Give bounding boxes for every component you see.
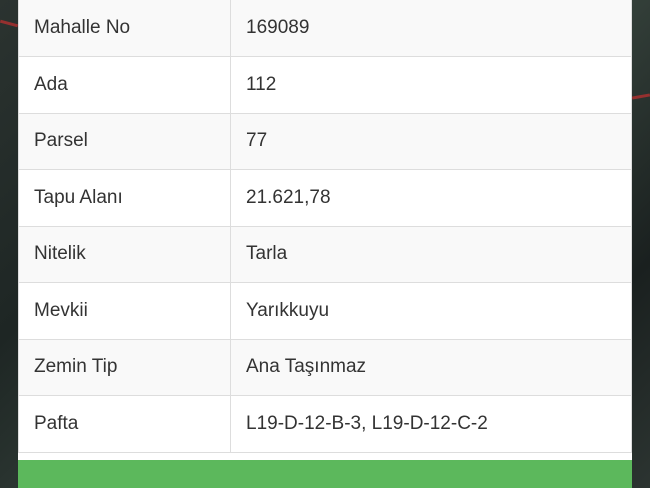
table-row: Pafta L19-D-12-B-3, L19-D-12-C-2 — [18, 395, 632, 453]
row-label: Mevkii — [18, 282, 231, 340]
row-label: Pafta — [18, 395, 231, 453]
table-row: Parsel 77 — [18, 112, 632, 170]
map-parcel-line — [0, 19, 19, 28]
row-value: 112 — [230, 56, 632, 114]
row-value: 21.621,78 — [230, 169, 632, 227]
row-value: L19-D-12-B-3, L19-D-12-C-2 — [230, 395, 632, 453]
table-row: Mahalle No 169089 — [18, 0, 632, 57]
row-label: Nitelik — [18, 225, 231, 283]
table-row: Tapu Alanı 21.621,78 — [18, 169, 632, 227]
row-value: 169089 — [230, 0, 632, 57]
parcel-info-table: Mahalle No 169089 Ada 112 Parsel 77 Tapu Alanı… — [18, 0, 632, 453]
table-row: Ada 112 — [18, 56, 632, 114]
row-label: Zemin Tip — [18, 338, 231, 396]
map-parcel-line — [631, 93, 650, 100]
table-row: Zemin Tip Ana Taşınmaz — [18, 338, 632, 396]
row-value: Yarıkkuyu — [230, 282, 632, 340]
parcel-info-panel: Mahalle No 169089 Ada 112 Parsel 77 Tapu Alanı… — [18, 0, 632, 488]
row-label: Mahalle No — [18, 0, 231, 57]
row-label: Ada — [18, 56, 231, 114]
row-value: Tarla — [230, 225, 632, 283]
row-value: Ana Taşınmaz — [230, 338, 632, 396]
action-bar[interactable] — [18, 460, 632, 488]
row-value: 77 — [230, 112, 632, 170]
row-label: Parsel — [18, 112, 231, 170]
table-row: Mevkii Yarıkkuyu — [18, 282, 632, 340]
table-row: Nitelik Tarla — [18, 225, 632, 283]
row-label: Tapu Alanı — [18, 169, 231, 227]
